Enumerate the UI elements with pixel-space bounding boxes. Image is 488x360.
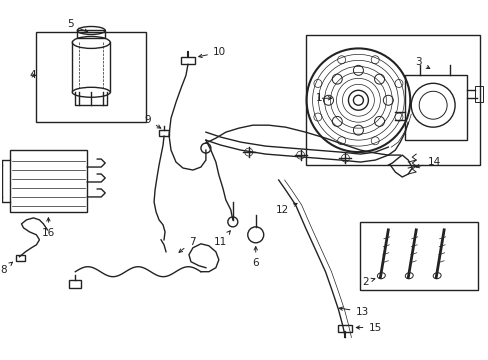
Text: 12: 12 bbox=[275, 203, 296, 215]
Bar bbox=[159, 130, 169, 136]
Text: 16: 16 bbox=[41, 218, 55, 238]
Text: 5: 5 bbox=[66, 19, 87, 32]
Bar bbox=[305, 36, 479, 165]
Ellipse shape bbox=[72, 87, 110, 97]
Text: 10: 10 bbox=[198, 48, 225, 58]
Text: 4: 4 bbox=[29, 70, 36, 80]
Bar bbox=[474, 86, 482, 102]
Text: 3: 3 bbox=[414, 57, 429, 68]
Text: 2: 2 bbox=[362, 277, 374, 287]
Bar bbox=[37, 32, 146, 122]
Text: 13: 13 bbox=[339, 307, 368, 316]
Text: 14: 14 bbox=[415, 157, 441, 168]
Bar bbox=[181, 57, 195, 64]
Bar bbox=[69, 280, 81, 288]
Bar bbox=[9, 150, 87, 212]
Text: 7: 7 bbox=[179, 237, 195, 252]
Text: 6: 6 bbox=[252, 247, 259, 268]
Text: 9: 9 bbox=[144, 115, 161, 128]
Bar bbox=[77, 31, 105, 39]
Bar bbox=[16, 255, 25, 261]
Bar bbox=[360, 222, 477, 290]
Bar bbox=[405, 75, 466, 140]
Text: 11: 11 bbox=[214, 231, 230, 247]
Text: 15: 15 bbox=[356, 323, 381, 333]
Text: 1: 1 bbox=[315, 93, 322, 103]
Bar bbox=[338, 324, 352, 332]
Text: 8: 8 bbox=[0, 262, 13, 275]
